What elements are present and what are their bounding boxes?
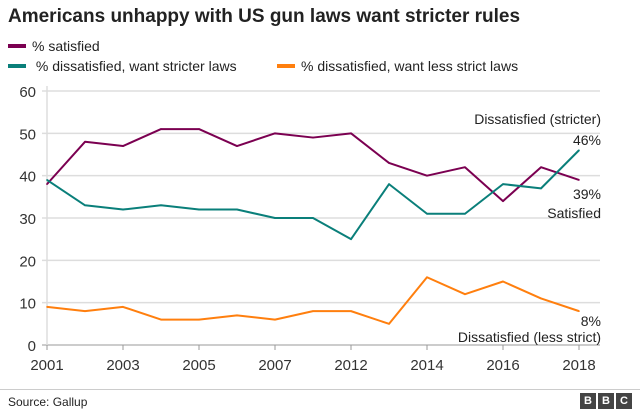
legend-swatch	[277, 64, 295, 68]
data-point	[160, 204, 162, 207]
data-point	[350, 132, 352, 135]
legend-label: % dissatisfied, want less strict laws	[301, 58, 519, 74]
x-tick-label: 2012	[334, 357, 367, 374]
data-point	[46, 183, 48, 185]
y-tick-label: 10	[19, 296, 36, 313]
data-point	[236, 208, 238, 211]
data-point	[426, 174, 428, 177]
data-point	[350, 310, 352, 312]
logo-letter: B	[580, 393, 596, 409]
x-tick-label: 2018	[562, 357, 595, 374]
data-point	[46, 306, 48, 308]
data-point	[274, 217, 276, 219]
x-tick-label: 2007	[258, 357, 291, 374]
annotation-less-strict: Dissatisfied (less strict)	[458, 329, 601, 345]
data-point	[578, 310, 580, 312]
data-point	[540, 187, 542, 190]
data-point	[388, 323, 390, 325]
data-point	[122, 208, 124, 211]
annotation-46: 46%	[573, 132, 601, 148]
y-tick-label: 0	[28, 338, 36, 355]
x-tick-label: 2016	[486, 357, 519, 374]
annotation-39: 39%	[573, 186, 601, 202]
data-point	[236, 145, 238, 147]
data-point	[84, 310, 86, 312]
data-point	[312, 310, 314, 312]
data-point	[388, 183, 390, 185]
data-point	[236, 314, 238, 317]
data-point	[198, 128, 200, 130]
data-point	[388, 162, 390, 164]
x-tick-label: 2014	[410, 357, 443, 374]
footer-divider	[0, 389, 640, 390]
data-point	[122, 306, 124, 308]
data-point	[274, 318, 276, 321]
chart-title: Americans unhappy with US gun laws want …	[8, 6, 521, 27]
y-tick-label: 40	[19, 169, 36, 186]
line-chart: 0 10 20 30 40 50 60 2001 2003 2005 2007 2012 2014 201…	[19, 84, 601, 374]
y-tick-label: 60	[19, 84, 36, 101]
source-text: Source: Gallup	[8, 395, 88, 409]
data-point	[350, 238, 352, 240]
series-line-2	[46, 276, 580, 325]
series-line-1	[46, 149, 580, 241]
x-tick-label: 2001	[30, 357, 63, 374]
data-point	[84, 141, 86, 143]
y-tick-label: 50	[19, 126, 36, 143]
data-point	[312, 217, 314, 219]
data-point	[198, 318, 200, 321]
data-point	[198, 208, 200, 211]
data-point	[578, 179, 580, 181]
data-point	[426, 276, 428, 279]
legend-item-satisfied: % satisfied	[8, 38, 100, 54]
annotation-satisfied: Satisfied	[547, 205, 601, 221]
annotation-stricter: Dissatisfied (stricter)	[474, 111, 601, 127]
data-point	[464, 293, 466, 296]
legend-label: % dissatisfied, want stricter laws	[32, 58, 237, 74]
data-point	[46, 179, 48, 181]
data-point	[160, 318, 162, 321]
legend-label: % satisfied	[32, 38, 100, 54]
data-point	[160, 128, 162, 130]
data-point	[578, 149, 580, 152]
logo-letter: C	[616, 393, 632, 409]
legend-swatch	[8, 64, 26, 68]
data-point	[502, 280, 504, 283]
logo-letter: B	[598, 393, 614, 409]
series-line-0	[46, 128, 580, 203]
legend-item-stricter: % dissatisfied, want stricter laws	[8, 58, 237, 74]
data-point	[312, 136, 314, 139]
y-tick-label: 20	[19, 253, 36, 270]
y-tick-label: 30	[19, 211, 36, 228]
data-point	[464, 166, 466, 168]
x-tick-label: 2003	[106, 357, 139, 374]
x-tick-label: 2005	[182, 357, 215, 374]
data-point	[540, 297, 542, 300]
annotation-8: 8%	[581, 313, 601, 329]
data-point	[84, 204, 86, 207]
data-point	[274, 132, 276, 135]
legend-item-less-strict: % dissatisfied, want less strict laws	[277, 58, 518, 74]
data-point	[122, 145, 124, 147]
data-point	[502, 183, 504, 185]
data-point	[426, 212, 428, 215]
data-point	[540, 166, 542, 168]
legend-swatch	[8, 44, 26, 48]
data-point	[464, 212, 466, 215]
data-point	[502, 200, 504, 202]
